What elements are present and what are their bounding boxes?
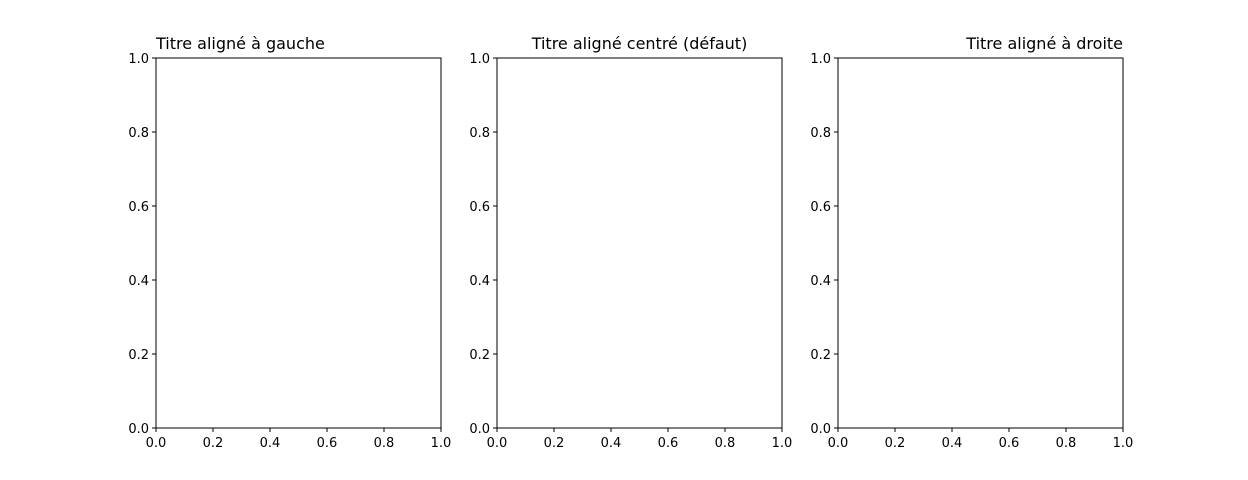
x-tick-label: 0.2 bbox=[544, 436, 565, 451]
y-tick-label: 0.4 bbox=[810, 274, 831, 289]
x-tick-label: 0.6 bbox=[658, 436, 679, 451]
y-tick-label: 0.0 bbox=[128, 422, 149, 437]
x-tick-label: 1.0 bbox=[431, 436, 452, 451]
x-tick-label: 0.6 bbox=[317, 436, 338, 451]
x-tick-label: 0.0 bbox=[146, 436, 167, 451]
x-tick-label: 0.8 bbox=[374, 436, 395, 451]
x-tick-label: 0.4 bbox=[601, 436, 622, 451]
y-tick-label: 0.0 bbox=[469, 422, 490, 437]
y-tick-label: 1.0 bbox=[469, 52, 490, 67]
y-tick-label: 0.4 bbox=[128, 274, 149, 289]
axes-frame bbox=[496, 57, 783, 429]
axes-title: Titre aligné centré (défaut) bbox=[531, 34, 748, 53]
x-tick-label: 0.8 bbox=[1056, 436, 1077, 451]
x-tick-label: 0.8 bbox=[715, 436, 736, 451]
y-tick-label: 1.0 bbox=[128, 52, 149, 67]
axes-title: Titre aligné à gauche bbox=[155, 34, 325, 53]
x-tick-label: 0.2 bbox=[203, 436, 224, 451]
x-tick-label: 0.6 bbox=[999, 436, 1020, 451]
y-tick-label: 0.6 bbox=[128, 200, 149, 215]
x-tick-label: 1.0 bbox=[772, 436, 793, 451]
x-tick-label: 0.0 bbox=[487, 436, 508, 451]
y-tick-label: 0.2 bbox=[469, 348, 490, 363]
axes-panel-2: 0.0 0.2 0.4 0.6 0.8 1.0 0.0 0.2 0.4 0.6 0.8 1.0 Titr… bbox=[469, 34, 792, 451]
y-tick-label: 0.6 bbox=[810, 200, 831, 215]
y-tick-label: 0.8 bbox=[128, 126, 149, 141]
y-tick-label: 0.6 bbox=[469, 200, 490, 215]
y-tick-label: 0.8 bbox=[810, 126, 831, 141]
axes-frame bbox=[155, 57, 442, 429]
y-tick-label: 0.4 bbox=[469, 274, 490, 289]
y-tick-label: 0.0 bbox=[810, 422, 831, 437]
axes-title: Titre aligné à droite bbox=[965, 34, 1123, 53]
y-tick-label: 0.2 bbox=[128, 348, 149, 363]
y-tick-label: 0.2 bbox=[810, 348, 831, 363]
axes-frame bbox=[837, 57, 1124, 429]
y-tick-label: 1.0 bbox=[810, 52, 831, 67]
axes-panel-1: 0.0 0.2 0.4 0.6 0.8 1.0 0.0 0.2 0.4 0.6 0.8 1.0 Titr… bbox=[128, 34, 451, 451]
x-tick-label: 0.2 bbox=[885, 436, 906, 451]
y-tick-label: 0.8 bbox=[469, 126, 490, 141]
x-tick-label: 0.4 bbox=[260, 436, 281, 451]
axes-panel-3: 0.0 0.2 0.4 0.6 0.8 1.0 0.0 0.2 0.4 0.6 0.8 1.0 Titr… bbox=[810, 34, 1133, 451]
x-tick-label: 0.4 bbox=[942, 436, 963, 451]
x-tick-label: 1.0 bbox=[1113, 436, 1134, 451]
x-tick-label: 0.0 bbox=[828, 436, 849, 451]
